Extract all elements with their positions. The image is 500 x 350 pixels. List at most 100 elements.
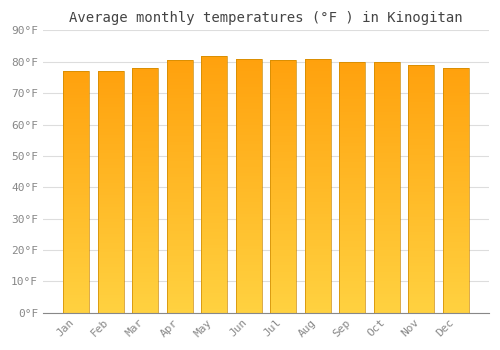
Bar xyxy=(408,96,434,99)
Bar xyxy=(132,279,158,282)
Bar xyxy=(236,243,262,246)
Bar xyxy=(304,78,330,81)
Bar xyxy=(304,62,330,65)
Bar xyxy=(304,93,330,97)
Bar xyxy=(201,158,227,162)
Bar xyxy=(374,153,400,156)
Bar xyxy=(270,281,296,284)
Bar xyxy=(98,159,124,162)
Bar xyxy=(201,181,227,184)
Bar xyxy=(166,287,192,290)
Bar xyxy=(63,153,89,156)
Bar xyxy=(166,246,192,250)
Bar xyxy=(236,78,262,81)
Bar xyxy=(201,245,227,248)
Bar xyxy=(132,218,158,221)
Bar xyxy=(339,106,365,109)
Bar xyxy=(304,154,330,157)
Bar xyxy=(339,159,365,162)
Bar xyxy=(339,162,365,165)
Bar xyxy=(166,70,192,73)
Bar xyxy=(408,238,434,242)
Bar xyxy=(408,272,434,275)
Bar xyxy=(132,288,158,291)
Bar xyxy=(374,281,400,285)
Bar xyxy=(270,155,296,158)
Bar xyxy=(408,279,434,282)
Bar xyxy=(63,204,89,207)
Bar xyxy=(304,287,330,290)
Bar xyxy=(63,104,89,107)
Bar xyxy=(98,189,124,192)
Bar xyxy=(270,240,296,243)
Bar xyxy=(374,190,400,194)
Bar xyxy=(236,173,262,176)
Bar xyxy=(63,107,89,111)
Bar xyxy=(201,242,227,245)
Bar xyxy=(304,75,330,78)
Bar xyxy=(374,237,400,240)
Bar xyxy=(166,130,192,133)
Bar xyxy=(270,275,296,278)
Bar xyxy=(132,276,158,279)
Bar xyxy=(339,309,365,313)
Bar xyxy=(442,126,468,129)
Bar xyxy=(304,132,330,135)
Bar xyxy=(201,248,227,252)
Bar xyxy=(374,172,400,175)
Bar xyxy=(339,278,365,281)
Bar xyxy=(442,221,468,224)
Bar xyxy=(236,198,262,202)
Bar xyxy=(166,158,192,161)
Bar xyxy=(408,257,434,260)
Bar xyxy=(270,92,296,95)
Bar xyxy=(236,211,262,214)
Bar xyxy=(270,187,296,190)
Bar xyxy=(408,173,434,176)
Bar xyxy=(98,186,124,189)
Bar xyxy=(166,303,192,306)
Bar xyxy=(442,120,468,123)
Bar xyxy=(442,307,468,310)
Bar xyxy=(304,176,330,179)
Bar xyxy=(63,135,89,138)
Bar xyxy=(270,253,296,256)
Bar xyxy=(236,287,262,290)
Bar xyxy=(63,174,89,177)
Bar xyxy=(201,152,227,155)
Bar xyxy=(236,240,262,243)
Bar xyxy=(304,265,330,268)
Bar xyxy=(166,187,192,190)
Bar xyxy=(339,244,365,247)
Bar xyxy=(304,113,330,116)
Bar xyxy=(132,105,158,108)
Bar xyxy=(442,181,468,184)
Bar xyxy=(304,237,330,240)
Bar xyxy=(236,186,262,189)
Bar xyxy=(98,258,124,261)
Bar xyxy=(201,104,227,107)
Bar xyxy=(442,276,468,279)
Bar xyxy=(201,88,227,91)
Bar xyxy=(236,284,262,287)
Bar xyxy=(201,62,227,65)
Bar xyxy=(442,194,468,196)
Bar xyxy=(408,217,434,220)
Bar xyxy=(98,286,124,288)
Bar xyxy=(374,156,400,159)
Bar xyxy=(201,107,227,110)
Bar xyxy=(304,211,330,214)
Bar xyxy=(442,252,468,254)
Bar xyxy=(63,228,89,231)
Bar xyxy=(304,167,330,170)
Bar xyxy=(236,103,262,106)
Bar xyxy=(304,259,330,262)
Bar xyxy=(98,150,124,153)
Bar xyxy=(270,300,296,303)
Bar xyxy=(132,132,158,135)
Bar xyxy=(132,310,158,313)
Bar xyxy=(98,144,124,147)
Bar xyxy=(304,141,330,145)
Bar xyxy=(201,232,227,236)
Bar xyxy=(408,127,434,130)
